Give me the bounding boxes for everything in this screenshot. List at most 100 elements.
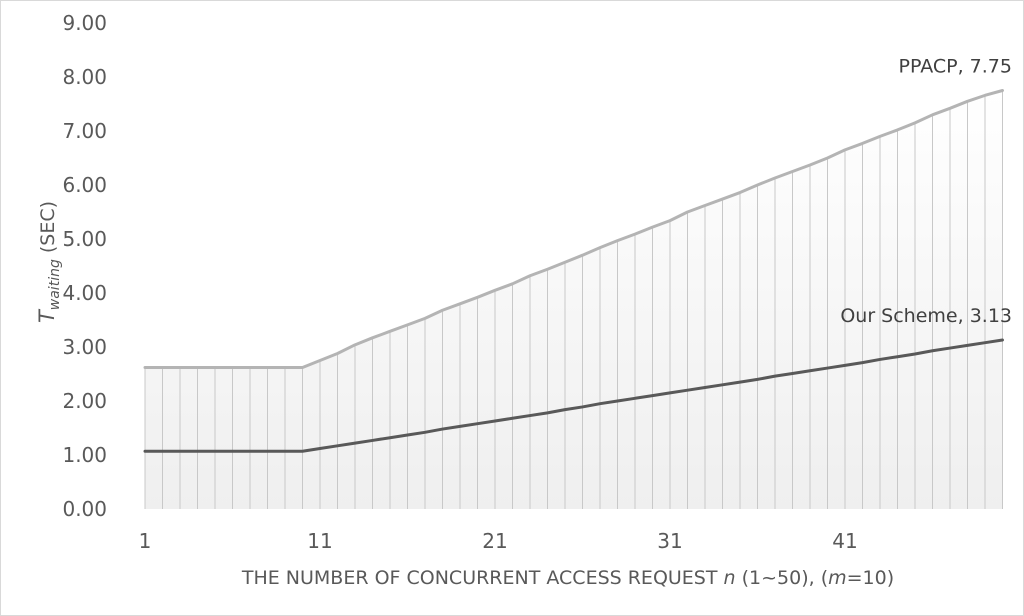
data-point-our-scheme <box>616 400 619 402</box>
data-point-our-scheme <box>914 353 916 355</box>
data-point-ppacp <box>424 317 426 320</box>
data-point-our-scheme <box>564 408 566 411</box>
area-fill <box>145 90 1003 509</box>
data-point-ppacp <box>546 268 549 271</box>
data-point-our-scheme <box>879 358 881 361</box>
data-label: Our Scheme, 3.13 <box>840 305 1012 327</box>
y-tick-label: 5.00 <box>62 227 107 251</box>
data-point-ppacp <box>826 157 829 159</box>
data-point-ppacp <box>319 359 321 362</box>
drop-lines <box>144 90 1003 509</box>
x-tick-label: 11 <box>307 529 332 553</box>
data-point-ppacp <box>511 283 514 285</box>
y-tick-label: 8.00 <box>62 65 107 89</box>
data-point-our-scheme <box>319 447 321 450</box>
series-annotations: PPACP, 7.75 Our Scheme, 3.13 <box>840 56 1012 327</box>
x-tick-label: 1 <box>139 529 152 553</box>
series-line-our-scheme <box>143 338 1004 453</box>
data-point-ppacp <box>879 135 881 138</box>
data-point-ppacp <box>336 352 339 355</box>
data-point-ppacp <box>791 170 794 173</box>
y-tick-label: 3.00 <box>62 335 107 359</box>
data-point-ppacp <box>529 274 531 277</box>
y-tick-label: 4.00 <box>62 281 107 305</box>
data-point-ppacp <box>214 366 216 369</box>
data-point-ppacp <box>984 94 986 97</box>
data-point-ppacp <box>949 107 951 110</box>
data-point-our-scheme <box>389 436 391 439</box>
y-tick-label: 1.00 <box>62 443 107 467</box>
data-point-ppacp <box>459 303 461 305</box>
data-point-our-scheme <box>336 445 339 447</box>
data-point-ppacp <box>231 366 234 369</box>
data-point-ppacp <box>354 344 356 346</box>
data-point-our-scheme <box>494 420 496 422</box>
data-point-our-scheme <box>144 450 146 453</box>
data-point-our-scheme <box>196 450 199 453</box>
data-point-ppacp <box>371 337 374 339</box>
data-point-ppacp <box>704 204 706 207</box>
data-point-ppacp <box>844 149 846 151</box>
data-point-ppacp <box>284 366 286 369</box>
data-point-ppacp <box>406 324 409 326</box>
x-tick-label: 41 <box>832 529 857 553</box>
data-point-ppacp <box>739 191 741 194</box>
data-point-ppacp <box>494 289 496 292</box>
data-point-our-scheme <box>791 372 794 375</box>
data-point-our-scheme <box>739 381 741 383</box>
data-point-ppacp <box>634 233 636 235</box>
data-point-ppacp <box>581 254 584 256</box>
data-point-ppacp <box>686 211 689 213</box>
series-line-ppacp <box>143 89 1004 370</box>
data-point-our-scheme <box>266 450 269 453</box>
data-point-our-scheme <box>826 367 829 369</box>
data-point-our-scheme <box>669 392 671 394</box>
data-point-our-scheme <box>511 417 514 420</box>
x-axis-title: THE NUMBER OF CONCURRENT ACCESS REQUEST … <box>241 567 894 589</box>
data-point-our-scheme <box>546 412 549 414</box>
data-point-ppacp <box>1001 89 1004 92</box>
data-point-ppacp <box>616 239 619 242</box>
data-point-ppacp <box>721 198 724 200</box>
data-point-ppacp <box>266 366 269 369</box>
data-point-ppacp <box>669 219 671 222</box>
data-point-our-scheme <box>529 414 531 417</box>
data-point-our-scheme <box>424 431 426 434</box>
y-tick-label: 2.00 <box>62 389 107 413</box>
y-axis-ticks: 0.00 1.00 2.00 3.00 4.00 5.00 6.00 7.00 8.00 9.00 <box>62 11 107 521</box>
data-point-ppacp <box>389 330 391 333</box>
data-point-ppacp <box>931 114 934 116</box>
data-point-our-scheme <box>809 369 811 372</box>
data-point-ppacp <box>249 366 251 369</box>
data-point-our-scheme <box>1001 339 1004 341</box>
data-label: PPACP, 7.75 <box>899 56 1012 78</box>
data-point-ppacp <box>809 164 811 166</box>
data-point-our-scheme <box>371 439 374 442</box>
data-point-our-scheme <box>599 402 601 405</box>
data-point-our-scheme <box>231 450 234 453</box>
data-point-ppacp <box>476 296 479 299</box>
data-point-our-scheme <box>861 361 864 364</box>
data-point-ppacp <box>966 100 969 103</box>
data-point-ppacp <box>179 366 181 369</box>
area-fill-region <box>145 90 1003 509</box>
data-point-ppacp <box>861 142 864 145</box>
data-point-ppacp <box>144 366 146 369</box>
data-point-our-scheme <box>774 375 776 377</box>
data-point-ppacp <box>774 177 776 179</box>
data-point-our-scheme <box>476 422 479 425</box>
data-point-our-scheme <box>406 434 409 436</box>
data-point-our-scheme <box>704 386 706 389</box>
data-point-ppacp <box>651 226 654 228</box>
data-point-our-scheme <box>721 384 724 386</box>
data-point-our-scheme <box>249 450 251 453</box>
data-point-our-scheme <box>966 344 969 347</box>
data-point-our-scheme <box>284 450 286 453</box>
data-point-ppacp <box>161 366 164 369</box>
data-point-our-scheme <box>301 450 304 453</box>
data-point-our-scheme <box>984 341 986 344</box>
data-point-our-scheme <box>179 450 181 453</box>
data-point-ppacp <box>196 366 199 369</box>
x-tick-label: 31 <box>657 529 682 553</box>
